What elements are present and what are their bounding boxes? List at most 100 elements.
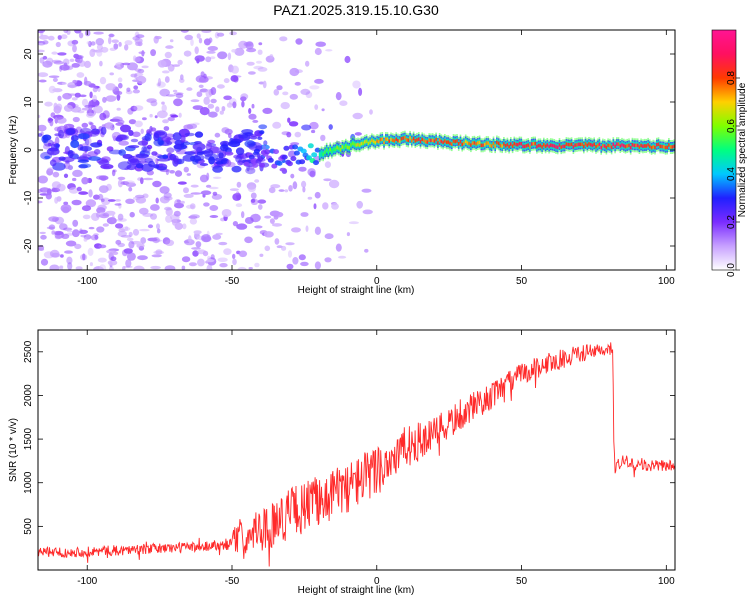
spectrogram-cell — [223, 248, 232, 256]
spectrogram-cell — [369, 109, 373, 115]
spectrogram-cell — [212, 191, 218, 196]
spectrogram-ridge-cell — [281, 154, 288, 160]
spectrogram-ridge-cell — [650, 146, 653, 150]
spectrogram-ridge-cell — [388, 139, 390, 143]
spectrogram-ridge-cell — [668, 143, 670, 147]
spectrogram-cell — [273, 89, 280, 96]
spectrogram-cell — [81, 177, 89, 185]
spectrogram-ridge-cell — [485, 141, 488, 145]
spectrogram-cell — [209, 186, 219, 190]
spectrogram-ridge-cell — [605, 145, 608, 150]
spectrogram-cell — [111, 39, 119, 43]
spectrogram-ridge-cell — [543, 143, 545, 147]
spectrogram-cell — [215, 161, 224, 165]
spectrogram-ridge-cell — [440, 139, 443, 144]
spectrogram-cell — [161, 104, 167, 113]
spectrogram-cell — [96, 44, 103, 51]
spectrogram-ridge-cell — [345, 144, 347, 148]
spectrogram-cell — [153, 250, 165, 255]
spectrogram-cell — [120, 124, 131, 133]
spectrogram-cell — [262, 107, 273, 114]
spectrogram-cell — [126, 237, 134, 242]
spectrogram-cell — [292, 257, 299, 265]
spectrogram-cell — [60, 204, 72, 213]
spectrogram-cell — [155, 249, 163, 255]
spectrogram-ridge-cell — [431, 138, 434, 142]
spectrogram-cell — [258, 42, 263, 46]
spectrogram-cell — [286, 263, 294, 270]
spectrogram-ridge-cell — [624, 144, 627, 149]
spectrogram-ridge-cell — [424, 140, 427, 144]
spectrogram-ridge-cell — [612, 142, 615, 146]
spectrogram-ridge-cell — [414, 139, 417, 143]
spectrogram-cell — [108, 36, 112, 45]
spectrogram-cell — [352, 112, 363, 120]
spectrogram-cell — [279, 36, 288, 42]
spectrogram-cell — [182, 223, 187, 230]
spectrogram-ridge-cell — [461, 142, 463, 147]
spectrogram-ridge-cell — [348, 146, 351, 150]
spectrogram-cell — [83, 237, 88, 242]
spectrogram-cell — [208, 156, 216, 165]
spectrogram-cell — [38, 40, 44, 44]
spectrogram-cell — [126, 252, 136, 261]
spectrogram-cell — [81, 205, 92, 212]
spectrogram-cell — [331, 203, 339, 210]
spectrogram-cell — [172, 89, 178, 93]
spectrogram-cell — [130, 105, 138, 112]
spectrogram-ridge-cell — [457, 142, 460, 146]
spectrogram-cell — [80, 234, 87, 238]
spectrogram-ridge-cell — [616, 142, 618, 146]
spectrogram-cell — [241, 100, 245, 108]
spectrogram-ridge-cell — [438, 138, 441, 142]
spectrogram-cell — [291, 227, 301, 233]
colorbar: 0.0 0.2 0.4 0.6 0.8 Normalized spectral ampl… — [711, 29, 748, 277]
spectrogram-cell — [42, 55, 48, 60]
colorbar-tick-label: 0.0 — [726, 263, 737, 277]
spectrogram-cell — [130, 138, 139, 143]
spectrogram-cell — [51, 230, 56, 235]
spectrogram-cell — [133, 265, 145, 270]
spectrogram-cell — [238, 250, 248, 258]
spectrogram-cell — [116, 107, 121, 111]
spectrogram-cell — [78, 132, 90, 140]
spectrogram-cell — [140, 128, 144, 134]
spectrogram-cell — [278, 189, 285, 192]
spectrogram-cell — [77, 159, 90, 163]
spectrogram-cell — [166, 147, 175, 153]
spectrogram-ridge-cell — [364, 140, 366, 144]
y-tick-label: 500 — [23, 518, 34, 535]
spectrogram-cell — [58, 129, 65, 139]
spectrogram-ridge-cell — [529, 145, 531, 149]
spectrogram-cell — [74, 243, 82, 250]
spectrogram-cell — [128, 186, 133, 192]
spectrogram-cell — [313, 203, 317, 210]
spectrogram-ridge-cell — [320, 151, 323, 156]
spectrogram-x-axis: -100 -50 0 50 100 — [77, 30, 675, 287]
spectrogram-cell — [89, 49, 96, 57]
spectrogram-ridge-cell — [463, 141, 465, 145]
spectrogram-cell — [134, 120, 143, 128]
spectrogram-ridge-cell — [544, 144, 547, 148]
spectrogram-cell — [155, 197, 159, 204]
spectrogram-cell — [271, 223, 283, 227]
spectrogram-ridge-cell — [623, 144, 625, 148]
spectrogram-cell — [322, 202, 329, 210]
spectrogram-cell — [76, 72, 85, 78]
spectrogram-cell — [117, 77, 123, 83]
spectrogram-cell — [221, 127, 230, 134]
spectrogram-cell — [86, 112, 95, 118]
spectrogram-ridge-cell — [600, 145, 602, 150]
spectrogram-cell — [71, 39, 79, 45]
spectrogram-ridge-cell — [596, 143, 599, 148]
spectrogram-cell — [190, 38, 194, 47]
x-tick-label: 0 — [374, 276, 380, 287]
spectrogram-cell — [287, 117, 291, 123]
spectrogram-cell — [206, 259, 215, 263]
spectrogram-cell — [79, 163, 92, 168]
spectrogram-cell — [132, 228, 140, 236]
spectrogram-cell — [105, 183, 112, 191]
spectrogram-cell — [137, 68, 145, 74]
spectrogram-cell — [311, 129, 316, 134]
spectrogram-cell — [323, 178, 332, 182]
